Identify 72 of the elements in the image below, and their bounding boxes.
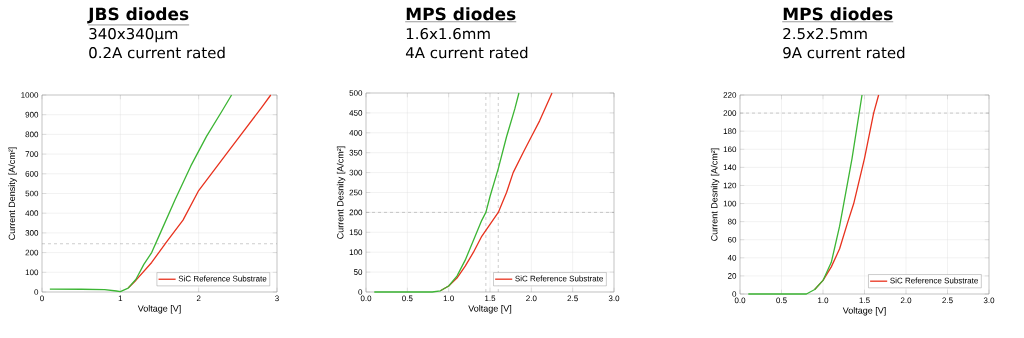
text: 4A current rated [405,46,528,59]
y-tick-label: 160 [723,146,737,153]
y-tick-label: 200 [723,110,737,116]
line-series [747,94,863,295]
y-tick-label: 450 [349,110,363,116]
y-tick-label: 500 [349,90,363,96]
y-tick-label: 0 [358,289,363,295]
y-tick-label: 140 [723,164,737,171]
y-tick-label: 50 [353,269,363,275]
text: 2.5x2.5mm [783,27,867,40]
x-tick-label: 3.0 [608,295,620,302]
y-tick-label: 300 [25,230,39,236]
y-tick-label: 350 [349,149,363,156]
legend-label: SiC Reference Substrate [890,277,978,284]
x-axis-title: Voltage [V] [842,307,886,316]
x-tick-label: 2 [196,295,201,302]
chart-title: JBS diodes [87,7,189,24]
y-tick-label: 120 [723,182,737,189]
x-tick-label: 2.5 [567,295,578,302]
y-tick-label: 250 [349,189,363,196]
x-tick-label: 0.5 [776,297,787,304]
x-tick-label: 0.5 [402,295,413,302]
legend-label: SiC Reference Substrate [178,275,267,282]
y-tick-label: 200 [349,209,363,216]
y-tick-label: 180 [723,128,737,135]
x-tick-label: 3.0 [983,297,995,304]
y-tick-label: 700 [25,151,39,157]
y-tick-label: 600 [25,170,39,177]
text: 0.2A current rated [89,46,225,59]
y-tick-label: 0 [34,289,39,295]
y-tick-label: 20 [727,273,737,279]
y-tick-label: 100 [349,249,363,256]
y-tick-label: 500 [25,190,39,197]
x-tick-label: 1.5 [485,295,496,302]
x-tick-label: 2.5 [942,297,953,304]
x-tick-label: 1.0 [818,297,829,304]
y-tick-label: 900 [25,111,39,118]
y-tick-label: 1000 [21,92,39,98]
legend-label: SiC Reference Substrate [515,275,603,282]
text: 340x340µm [89,27,178,43]
x-tick-label: 0.0 [734,297,746,304]
y-tick-label: 220 [723,92,737,98]
y-axis-title: Current Desnity [A/cm²] [336,146,346,239]
y-tick-label: 100 [25,269,39,276]
y-tick-label: 60 [727,236,737,243]
x-axis-title: Voltage [V] [468,305,512,314]
x-tick-label: 3 [275,295,279,302]
x-tick-label: 0.0 [360,295,372,302]
x-tick-label: 2.0 [900,297,912,304]
x-axis-title: Voltage [V] [137,305,181,314]
x-tick-label: 2.0 [526,295,537,302]
chart-title: MPS diodes [406,7,516,21]
y-tick-label: 0 [732,291,737,297]
text: 1.6x1.6mm [406,27,490,40]
y-axis-title: Current Density [A/cm²] [8,147,17,240]
text: 9A current rated [783,46,905,59]
line-series [49,94,233,293]
y-tick-label: 800 [25,131,39,138]
y-tick-label: 100 [723,200,737,207]
y-axis-title: Current Desnity [A/cm²] [710,148,720,241]
x-tick-label: 1.0 [443,295,454,302]
y-tick-label: 150 [349,229,363,236]
y-tick-label: 40 [727,254,737,261]
x-tick-label: 1.5 [859,297,870,304]
x-tick-label: 0 [40,295,44,302]
y-tick-label: 400 [25,210,39,217]
y-tick-label: 300 [349,169,363,176]
y-tick-label: 80 [727,218,737,225]
chart-title: MPS diodes [783,7,893,21]
x-tick-label: 1 [118,295,123,302]
y-tick-label: 200 [25,249,39,256]
y-tick-label: 400 [349,129,363,136]
